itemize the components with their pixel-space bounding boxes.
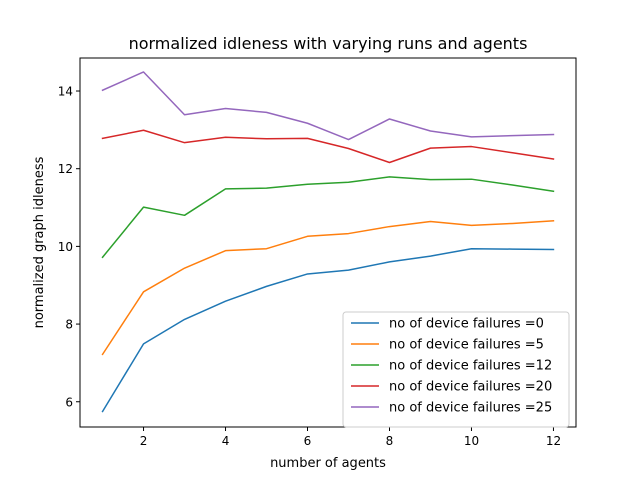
y-tick-label: 10 bbox=[58, 240, 73, 254]
chart-title: normalized idleness with varying runs an… bbox=[129, 34, 528, 53]
series-line-4 bbox=[101, 71, 555, 141]
x-tick-label: 12 bbox=[546, 434, 561, 448]
plot-area-frame bbox=[79, 57, 577, 428]
x-tick-label: 2 bbox=[140, 434, 148, 448]
y-tick-label: 8 bbox=[65, 318, 73, 332]
series-line-0 bbox=[101, 247, 555, 413]
axis-ticks: 2 4 6 8 10 12 6 8 10 12 14 bbox=[58, 85, 561, 448]
series-line-1 bbox=[101, 219, 555, 356]
x-tick-label: 4 bbox=[222, 434, 230, 448]
series-line-3 bbox=[101, 129, 555, 164]
y-tick-label: 14 bbox=[58, 85, 73, 99]
x-axis-label: number of agents bbox=[270, 456, 386, 471]
y-tick-label: 12 bbox=[58, 162, 73, 176]
x-tick-label: 10 bbox=[464, 434, 479, 448]
legend-box bbox=[342, 311, 570, 428]
legend-entry-label: no of device failures =25 bbox=[389, 401, 552, 416]
legend-entry-label: no of device failures =5 bbox=[389, 338, 544, 353]
legend: no of device failures =0 no of device fai… bbox=[342, 311, 570, 428]
y-axis-label: normalized graph idleness bbox=[32, 156, 47, 328]
legend-entry-label: no of device failures =0 bbox=[389, 317, 544, 332]
y-tick-label: 6 bbox=[65, 395, 73, 409]
series-line-2 bbox=[101, 176, 555, 259]
legend-entry-label: no of device failures =20 bbox=[389, 380, 552, 395]
x-tick-label: 8 bbox=[386, 434, 394, 448]
legend-entry-label: no of device failures =12 bbox=[389, 359, 552, 374]
x-tick-label: 6 bbox=[304, 434, 312, 448]
series-lines bbox=[101, 71, 555, 413]
